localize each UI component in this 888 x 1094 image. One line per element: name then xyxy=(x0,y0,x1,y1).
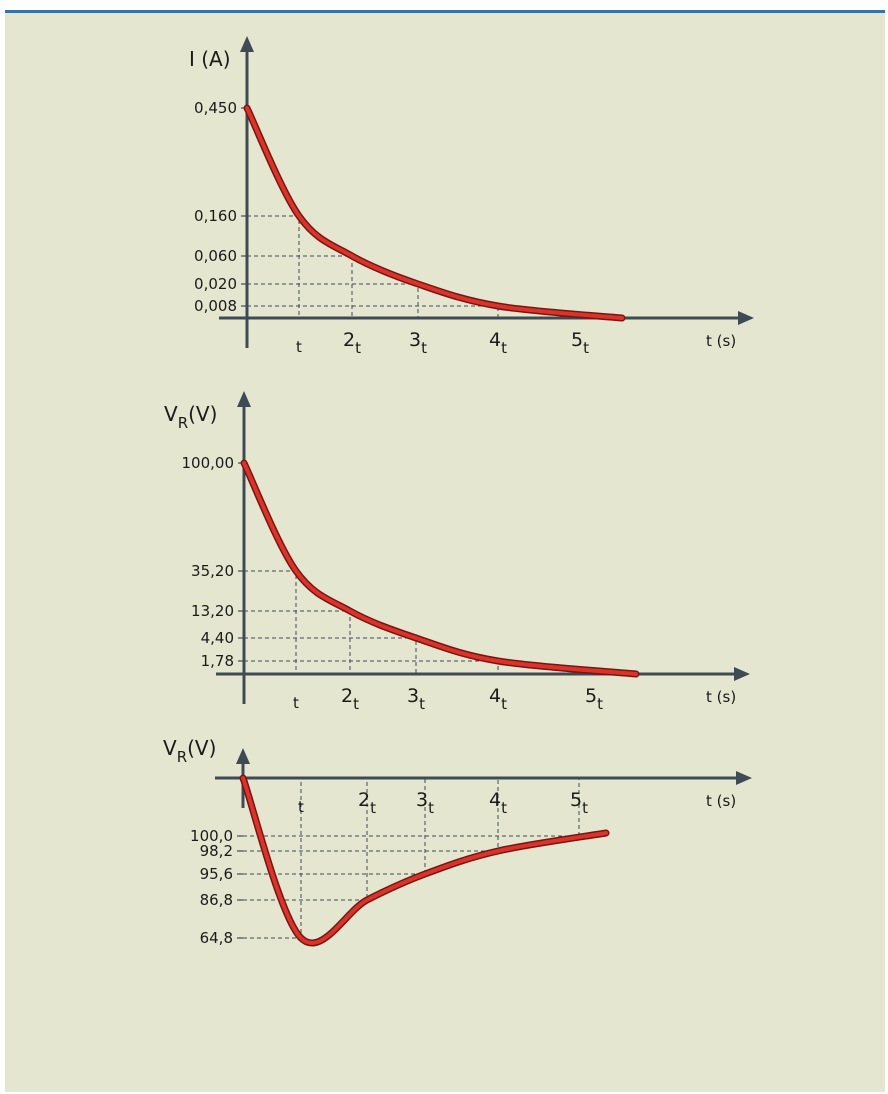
y-tick-label: 1,78 xyxy=(201,652,234,670)
y-tick-label: 0,008 xyxy=(194,297,237,315)
x-tick-subscript: t xyxy=(355,339,361,357)
x-tick-base: t xyxy=(298,798,304,816)
x-tick-base: 4 xyxy=(489,329,501,351)
y-axis-label-subscript: R xyxy=(177,748,187,766)
y-axis-label-base: V xyxy=(163,736,177,760)
x-tick-base: 4 xyxy=(489,685,501,707)
guide-line-1 xyxy=(244,570,297,674)
x-tick-subscript: t xyxy=(582,799,588,817)
x-tick-subscript: t xyxy=(597,695,603,713)
x-tick-base: 2 xyxy=(341,685,353,707)
x-tick-label: 3t xyxy=(407,685,425,713)
x-tick-label: t xyxy=(298,798,304,816)
figure-panel xyxy=(5,10,885,1092)
x-tick-label: 2t xyxy=(358,789,376,817)
y-tick-label: 4,40 xyxy=(201,629,234,647)
x-tick-base: 3 xyxy=(407,685,419,707)
x-tick-label: 2t xyxy=(341,685,359,713)
x-tick-label: t xyxy=(296,338,302,356)
y-axis-label: I (A) xyxy=(189,47,231,71)
x-tick-label: 5t xyxy=(585,685,603,713)
y-tick-label: 64,8 xyxy=(200,929,233,947)
x-tick-label: 4t xyxy=(489,329,507,357)
x-tick-base: 4 xyxy=(489,789,501,811)
x-tick-subscript: t xyxy=(370,799,376,817)
series-line xyxy=(241,776,608,945)
guide-line-2 xyxy=(244,610,351,674)
y-axis-label-subscript: R xyxy=(178,414,188,432)
x-tick-base: t xyxy=(296,338,302,356)
y-tick-label: 0,060 xyxy=(194,247,237,265)
guide-line-5 xyxy=(243,778,580,837)
x-tick-label: 4t xyxy=(489,685,507,713)
y-axis-label: VR(V) xyxy=(163,736,216,766)
guide-line-4 xyxy=(244,660,499,674)
y-tick-label: 98,2 xyxy=(200,842,233,860)
x-tick-subscript: t xyxy=(353,695,359,713)
x-axis-arrow xyxy=(736,771,752,785)
y-tick-label: 0,450 xyxy=(194,99,237,117)
y-tick-label: 95,6 xyxy=(200,865,233,883)
y-tick-label: 35,20 xyxy=(191,562,234,580)
x-axis-label: t (s) xyxy=(706,332,736,350)
chart-3: 100,098,295,686,864,8t 2t 3t 4t 5t t (s)VR(V) xyxy=(163,736,752,947)
x-axis-label: t (s) xyxy=(706,688,736,706)
guide-line-4 xyxy=(247,305,499,318)
x-tick-base: 5 xyxy=(585,685,597,707)
x-tick-base: 2 xyxy=(343,329,355,351)
series-line-shadow xyxy=(243,104,626,322)
y-axis-arrow xyxy=(240,36,254,52)
guide-line-1 xyxy=(247,215,300,318)
x-tick-base: 3 xyxy=(409,329,421,351)
x-tick-label: t xyxy=(293,694,299,712)
x-tick-subscript: t xyxy=(428,799,434,817)
y-axis-arrow xyxy=(237,391,251,407)
series-line xyxy=(245,106,624,320)
y-tick-label: 86,8 xyxy=(200,891,233,909)
x-tick-base: 5 xyxy=(571,329,583,351)
x-tick-base: 5 xyxy=(570,789,582,811)
x-tick-label: 2t xyxy=(343,329,361,357)
x-tick-subscript: t xyxy=(421,339,427,357)
x-axis-arrow xyxy=(738,311,754,325)
y-tick-label: 100,0 xyxy=(190,827,233,845)
y-axis-label: VR(V) xyxy=(164,402,217,432)
y-axis-label-base: V xyxy=(164,402,178,426)
y-tick-label: 13,20 xyxy=(191,602,234,620)
y-axis-arrow xyxy=(236,748,250,764)
x-tick-label: 3t xyxy=(416,789,434,817)
series-line-shadow xyxy=(240,459,640,678)
y-axis-label-unit: (V) xyxy=(187,736,216,760)
y-tick-label: 0,160 xyxy=(194,207,237,225)
x-tick-base: 3 xyxy=(416,789,428,811)
series-line xyxy=(242,461,638,676)
x-tick-subscript: t xyxy=(501,799,507,817)
x-tick-label: 3t xyxy=(409,329,427,357)
y-tick-label: 0,020 xyxy=(194,275,237,293)
x-tick-label: 5t xyxy=(570,789,588,817)
guide-line-3 xyxy=(247,283,419,318)
x-tick-subscript: t xyxy=(419,695,425,713)
x-tick-subscript: t xyxy=(583,339,589,357)
x-tick-label: 5t xyxy=(571,329,589,357)
y-axis-label-unit: (V) xyxy=(188,402,217,426)
x-tick-subscript: t xyxy=(501,695,507,713)
y-tick-label: 100,00 xyxy=(182,454,235,472)
x-tick-base: t xyxy=(293,694,299,712)
x-tick-subscript: t xyxy=(501,339,507,357)
x-axis-arrow xyxy=(734,667,750,681)
guide-line-3 xyxy=(244,637,417,674)
x-axis-label: t (s) xyxy=(706,792,736,810)
x-tick-base: 2 xyxy=(358,789,370,811)
x-tick-label: 4t xyxy=(489,789,507,817)
guide-line-2 xyxy=(243,778,368,901)
